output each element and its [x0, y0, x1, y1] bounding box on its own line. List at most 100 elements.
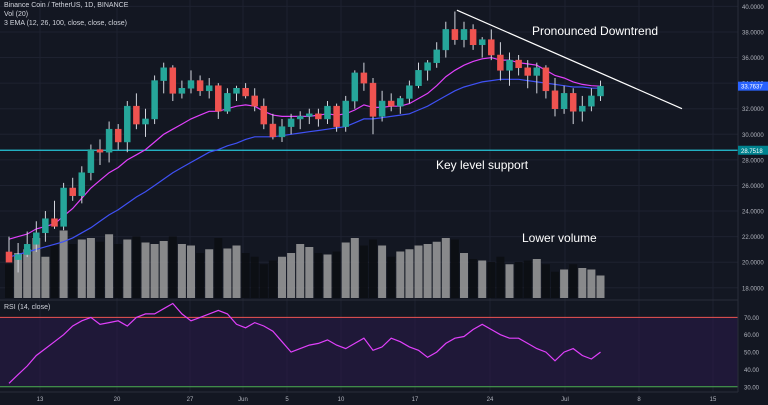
candle [242, 83, 249, 99]
volume-bar [187, 245, 195, 298]
symbol-title: Binance Coin / TetherUS, 1D, BINANCE [4, 2, 129, 9]
volume-bar [177, 244, 186, 298]
volume-bar [14, 253, 23, 298]
volume-bar [250, 256, 259, 298]
time-tick-label: 5 [285, 397, 289, 403]
volume-legend: Vol (20) [4, 11, 29, 18]
candle [78, 166, 86, 204]
volume-bar [314, 253, 323, 298]
downtrend-line [456, 9, 683, 110]
candle-body [96, 149, 104, 153]
time-tick-label: 8 [637, 397, 641, 403]
last-price-tag [738, 81, 768, 91]
candle-body [542, 67, 550, 92]
candle-body [33, 232, 40, 245]
price-axis-panel [738, 0, 768, 405]
candle-body [524, 67, 531, 76]
candle [469, 24, 477, 50]
candle-body [278, 126, 286, 138]
volume-bar [196, 253, 205, 298]
candle-body [160, 67, 167, 81]
candle-body [251, 95, 258, 107]
ema-legend: 3 EMA (12, 26, 100, close, close, close) [4, 20, 127, 27]
candle [497, 42, 504, 81]
candle [5, 236, 13, 263]
candle [542, 65, 550, 99]
volume-bar [405, 249, 414, 298]
candle [333, 103, 340, 132]
volume-bar [378, 245, 387, 298]
candle-body [478, 39, 486, 46]
candle-body [124, 105, 131, 143]
price-tick-label: 18.0000 [742, 286, 764, 292]
volume-annotation: Lower volume [522, 231, 597, 245]
volume-bar [505, 264, 514, 298]
volume-bar [432, 241, 441, 298]
candle [506, 52, 513, 86]
candle-body [51, 218, 58, 227]
volume-bar [96, 241, 104, 298]
candle-body [397, 98, 404, 107]
volume-bar [587, 269, 596, 298]
support-price-tag [738, 145, 768, 155]
candle-body [315, 113, 322, 120]
candle-body [269, 123, 277, 138]
candle-body [351, 72, 359, 102]
candle [360, 62, 368, 91]
volume-bar [68, 244, 77, 298]
candle-body [378, 100, 386, 117]
candle-body [406, 85, 413, 99]
candle [196, 75, 204, 96]
volume-bar [150, 244, 159, 298]
candle [14, 243, 22, 273]
candle-body [114, 128, 122, 143]
candle-body [442, 29, 450, 51]
candle [151, 75, 158, 125]
volume-bar [487, 262, 496, 298]
volume-bar [441, 238, 450, 298]
candle [588, 88, 595, 112]
candle-body [424, 62, 431, 71]
time-tick-label: 17 [412, 397, 419, 403]
candle-body [579, 105, 586, 112]
volume-bar [305, 247, 314, 298]
candle-body [169, 67, 177, 94]
candle [569, 88, 577, 125]
candle [579, 95, 586, 122]
candle-body [533, 67, 541, 76]
candle-body [497, 54, 504, 71]
candle-body [333, 105, 340, 127]
candle-body [78, 172, 86, 196]
volume-bar [23, 249, 32, 298]
candle [397, 95, 404, 114]
volume-bar [532, 259, 541, 298]
candle-body [369, 82, 377, 117]
candle [215, 83, 222, 119]
time-tick-label: 15 [710, 397, 717, 403]
candle [269, 113, 277, 140]
candle [87, 144, 95, 181]
candle [133, 93, 140, 130]
rsi-tick-label: 50.00 [744, 351, 760, 357]
candle [69, 177, 76, 201]
last-price-label: 33.7637 [741, 85, 763, 91]
candle [105, 121, 113, 163]
price-tick-label: 28.0000 [742, 158, 764, 164]
candle [142, 108, 149, 137]
candle [433, 42, 440, 68]
volume-bar [496, 256, 505, 298]
candle-body [296, 116, 304, 120]
volume-bar [223, 248, 232, 298]
candle [415, 62, 422, 89]
volume-bar [551, 271, 559, 298]
rsi-tick-label: 70.00 [744, 316, 760, 322]
price-tick-label: 22.0000 [742, 235, 764, 241]
candle [478, 37, 486, 58]
candle-body [205, 85, 213, 92]
candle-body [5, 251, 13, 263]
candle [442, 21, 450, 58]
downtrend-annotation: Pronounced Downtrend [532, 24, 659, 38]
candle [387, 93, 395, 112]
candle-body [560, 93, 568, 109]
